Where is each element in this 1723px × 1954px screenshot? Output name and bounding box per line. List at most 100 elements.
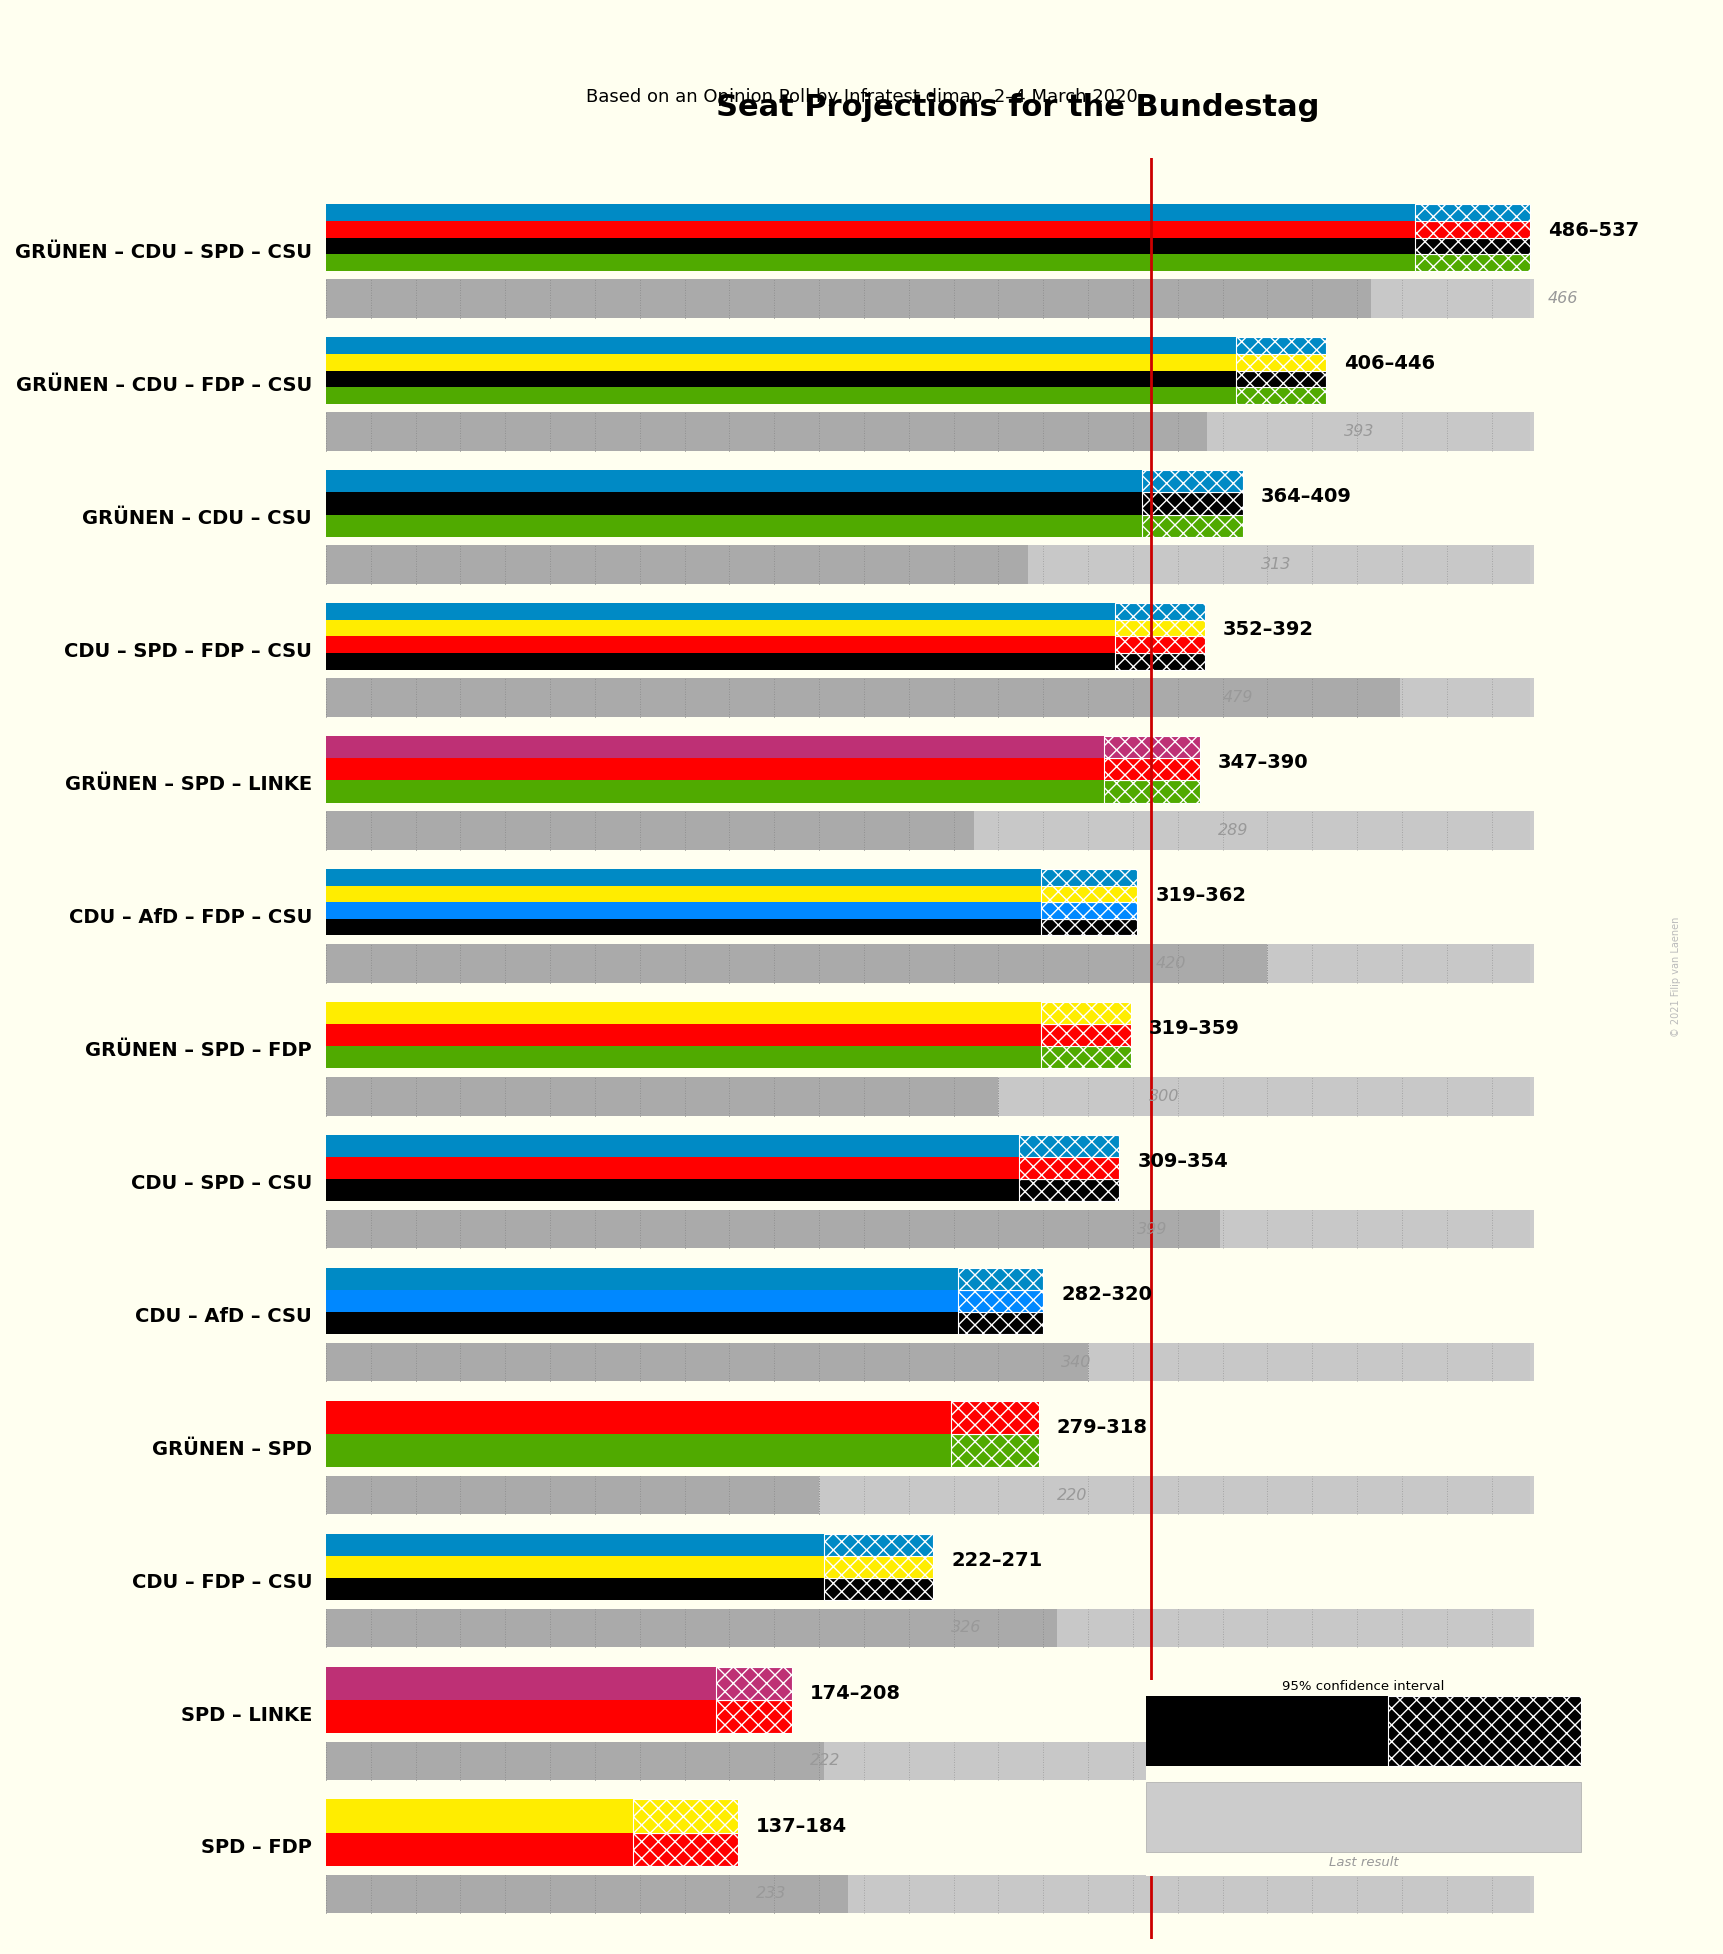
Bar bbox=[1041, 885, 1137, 903]
Bar bbox=[1087, 412, 1130, 451]
Bar bbox=[1222, 412, 1265, 451]
Bar bbox=[1356, 1342, 1399, 1381]
Bar bbox=[326, 545, 1528, 584]
Bar bbox=[1311, 944, 1354, 983]
Bar bbox=[863, 811, 906, 850]
Bar bbox=[326, 1210, 1220, 1249]
Bar bbox=[1132, 1874, 1175, 1913]
Bar bbox=[1266, 1741, 1309, 1780]
Bar bbox=[1042, 1342, 1085, 1381]
Bar bbox=[326, 279, 369, 319]
Bar bbox=[1042, 944, 1085, 983]
Bar bbox=[1222, 545, 1265, 584]
Bar bbox=[326, 918, 1041, 936]
Bar bbox=[1041, 1002, 1130, 1024]
Bar bbox=[1177, 412, 1220, 451]
Bar bbox=[684, 279, 727, 319]
Bar bbox=[326, 1178, 1018, 1202]
Bar bbox=[1222, 279, 1265, 319]
Bar bbox=[505, 811, 548, 850]
Bar bbox=[1356, 811, 1399, 850]
Bar bbox=[505, 1475, 548, 1514]
Bar bbox=[1401, 1741, 1444, 1780]
Bar bbox=[326, 758, 1103, 780]
Bar bbox=[1177, 811, 1220, 850]
Bar bbox=[774, 944, 817, 983]
Bar bbox=[998, 944, 1041, 983]
Bar bbox=[774, 279, 817, 319]
Text: 406–446: 406–446 bbox=[1342, 354, 1434, 373]
Bar bbox=[1266, 1342, 1309, 1381]
Bar bbox=[863, 412, 906, 451]
Bar bbox=[326, 1874, 1528, 1913]
Bar bbox=[1177, 279, 1220, 319]
Bar bbox=[415, 1608, 458, 1647]
Bar bbox=[729, 944, 772, 983]
Bar bbox=[1177, 944, 1220, 983]
Bar bbox=[326, 1833, 632, 1866]
Bar bbox=[953, 1077, 996, 1116]
Bar bbox=[326, 1077, 998, 1116]
Bar bbox=[639, 1475, 682, 1514]
Bar bbox=[1141, 514, 1242, 537]
Bar bbox=[326, 238, 1415, 254]
Bar bbox=[594, 1874, 638, 1913]
Bar bbox=[1042, 545, 1085, 584]
Bar bbox=[326, 471, 1141, 492]
Bar bbox=[326, 678, 1528, 717]
Bar bbox=[594, 1475, 638, 1514]
Bar bbox=[774, 811, 817, 850]
Bar bbox=[1356, 279, 1399, 319]
Text: 137–184: 137–184 bbox=[756, 1817, 848, 1835]
Bar bbox=[460, 279, 503, 319]
Text: 222: 222 bbox=[810, 1753, 841, 1768]
Bar bbox=[370, 412, 414, 451]
Bar bbox=[684, 944, 727, 983]
Bar bbox=[818, 944, 862, 983]
Bar bbox=[505, 1874, 548, 1913]
Text: 326: 326 bbox=[951, 1620, 980, 1635]
Bar bbox=[594, 1608, 638, 1647]
Bar bbox=[326, 811, 369, 850]
Bar bbox=[594, 412, 638, 451]
Bar bbox=[774, 1077, 817, 1116]
Bar bbox=[1490, 1077, 1533, 1116]
Bar bbox=[639, 1741, 682, 1780]
Bar bbox=[594, 1210, 638, 1249]
Bar bbox=[1146, 1696, 1387, 1766]
Bar bbox=[326, 1002, 1041, 1024]
Bar bbox=[1266, 678, 1309, 717]
Bar bbox=[370, 944, 414, 983]
Bar bbox=[1115, 619, 1204, 637]
Bar bbox=[326, 1700, 715, 1733]
Bar bbox=[639, 944, 682, 983]
Bar bbox=[1087, 1608, 1130, 1647]
Text: 222–271: 222–271 bbox=[951, 1551, 1042, 1569]
Bar bbox=[1490, 1342, 1533, 1381]
Bar bbox=[1401, 678, 1444, 717]
Bar bbox=[1042, 1210, 1085, 1249]
Text: 174–208: 174–208 bbox=[810, 1684, 901, 1702]
Bar bbox=[1446, 811, 1489, 850]
Bar bbox=[1087, 545, 1130, 584]
Bar bbox=[460, 545, 503, 584]
Bar bbox=[594, 1741, 638, 1780]
Text: 352–392: 352–392 bbox=[1222, 619, 1313, 639]
Bar bbox=[1311, 1874, 1354, 1913]
Bar bbox=[415, 1210, 458, 1249]
Title: Seat Projections for the Bundestag: Seat Projections for the Bundestag bbox=[715, 94, 1318, 123]
Bar bbox=[639, 1342, 682, 1381]
Bar bbox=[998, 1210, 1041, 1249]
Bar bbox=[1266, 1475, 1309, 1514]
Bar bbox=[1042, 811, 1085, 850]
Bar bbox=[594, 1077, 638, 1116]
Bar bbox=[326, 1475, 369, 1514]
Bar bbox=[1311, 811, 1354, 850]
Bar bbox=[326, 1434, 951, 1467]
Bar bbox=[1415, 254, 1528, 272]
Bar bbox=[550, 1874, 593, 1913]
Bar bbox=[863, 1342, 906, 1381]
Bar bbox=[729, 412, 772, 451]
Bar bbox=[1415, 221, 1528, 238]
Bar bbox=[326, 780, 1103, 803]
